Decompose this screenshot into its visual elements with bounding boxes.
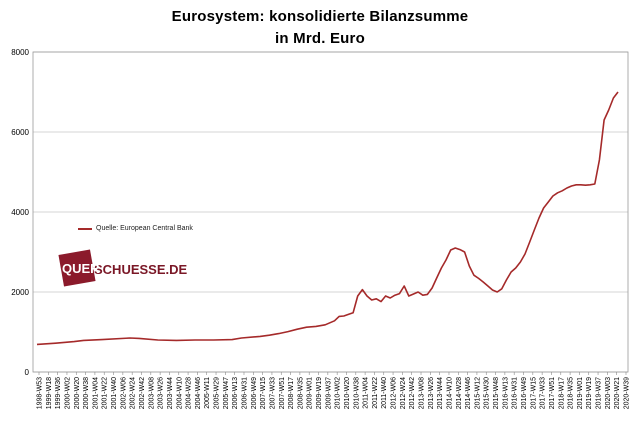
x-tick-label: 2020-W39: [624, 377, 631, 409]
axes: [32, 51, 629, 373]
x-tick-label: 2005-W11: [204, 377, 211, 409]
x-tick-label: 1999-W36: [55, 377, 62, 409]
x-tick-label: 2005-W47: [223, 377, 230, 409]
x-tick-label: 2006-W49: [251, 377, 258, 409]
x-tick-label: 2000-W38: [83, 377, 90, 409]
x-tick-label: 2011-W04: [363, 377, 370, 409]
x-tick-label: 2012-W06: [391, 377, 398, 409]
x-tick-label: 2008-W17: [288, 377, 295, 409]
x-tick-label: 2015-W48: [493, 377, 500, 409]
y-tick-labels: 0 2000 4000 6000 8000: [11, 48, 29, 377]
x-tick-label: 2014-W28: [456, 377, 463, 409]
x-tick-label: 2010-W20: [344, 377, 351, 409]
x-tick-label: 2005-W29: [214, 377, 221, 409]
y-tick-label: 8000: [11, 48, 29, 57]
plot-frame: [32, 51, 629, 373]
x-tick-label: 2007-W51: [279, 377, 286, 409]
x-tick-label: 2008-W35: [297, 377, 304, 409]
x-tick-label: 2001-W40: [111, 377, 118, 409]
y-tick-label: 2000: [11, 288, 29, 297]
x-tick-label: 2017-W33: [540, 377, 547, 409]
x-tick-label: 2010-W38: [353, 377, 360, 409]
y-tick-label: 4000: [11, 208, 29, 217]
x-tick-label: 2019-W37: [596, 377, 603, 409]
chart-title: Eurosystem: konsolidierte Bilanzsumme: [171, 8, 469, 25]
x-tick-label: 2019-W19: [586, 377, 593, 409]
x-tick-label: 2009-W37: [325, 377, 332, 409]
watermark-suffix: SCHUESSE.DE: [94, 261, 188, 277]
x-tick-label: 2018-W35: [568, 377, 575, 409]
x-tick-label: 2012-W42: [409, 377, 416, 409]
legend-swatch: [78, 227, 92, 230]
x-tick-label: 2009-W19: [316, 377, 323, 409]
x-tick-label: 2004-W46: [195, 377, 202, 409]
x-tick-label: 2000-W02: [64, 377, 71, 409]
x-tick-label: 2014-W10: [446, 377, 453, 409]
x-tick-label: 2002-W42: [139, 377, 146, 409]
x-tick-label: 2004-W28: [186, 377, 193, 409]
x-tick-label: 2004-W10: [176, 377, 183, 409]
x-tick-label: 2013-W44: [437, 377, 444, 409]
x-tick-label: 2015-W12: [474, 377, 481, 409]
legend: Quelle: European Central Bank: [78, 225, 193, 232]
x-tick-label: 2020-W03: [605, 377, 612, 409]
x-tick-label: 2006-W31: [241, 377, 248, 409]
x-tick-label: 2014-W46: [465, 377, 472, 409]
series-line: [36, 91, 619, 346]
x-tick-label: 2017-W51: [549, 377, 556, 409]
x-tick-label: 2001-W22: [102, 377, 109, 409]
chart-subtitle: in Mrd. Euro: [275, 30, 365, 47]
x-tick-label: 2007-W15: [260, 377, 267, 409]
x-tick-label: 2011-W40: [381, 377, 388, 409]
x-tick-label: 2016-W13: [502, 377, 509, 409]
x-tick-label: 2016-W31: [512, 377, 519, 409]
x-tick-label: 2016-W49: [521, 377, 528, 409]
x-tick-label: 2002-W24: [130, 377, 137, 409]
x-tick-label: 2009-W01: [307, 377, 314, 409]
x-tick-label: 2003-W44: [167, 377, 174, 409]
x-tick-label: 2000-W20: [74, 377, 81, 409]
y-tick-label: 0: [25, 368, 30, 377]
y-tick-label: 6000: [11, 128, 29, 137]
x-tick-label: 2010-W02: [335, 377, 342, 409]
x-tick-label: 2015-W30: [484, 377, 491, 409]
watermark-logo: QUER SCHUESSE.DE: [60, 250, 187, 288]
x-tick-label: 2003-W08: [148, 377, 155, 409]
x-tick-label: 1999-W18: [46, 377, 53, 409]
x-tick-label: 2001-W04: [92, 377, 99, 409]
watermark-prefix: QUER: [62, 261, 100, 276]
x-tick-label: 2013-W08: [419, 377, 426, 409]
x-tick-label: 2012-W24: [400, 377, 407, 409]
legend-label: Quelle: European Central Bank: [96, 225, 193, 232]
x-tick-label: 2019-W01: [577, 377, 584, 409]
x-tick-label: 2002-W06: [120, 377, 127, 409]
gridlines: [33, 51, 628, 373]
watermark-box: QUER: [60, 250, 100, 288]
x-tick-label: 2020-W21: [614, 377, 621, 409]
x-tick-label: 2017-W15: [530, 377, 537, 409]
x-tick-label: 1998-W53: [37, 377, 44, 409]
x-tick-label: 2003-W26: [158, 377, 165, 409]
x-tick-label: 2018-W17: [558, 377, 565, 409]
x-tick-label: 2011-W22: [372, 377, 379, 409]
x-tick-label: 2013-W26: [428, 377, 435, 409]
x-tick-label: 2006-W13: [232, 377, 239, 409]
x-tick-label: 2007-W33: [269, 377, 276, 409]
x-tick-labels: 1998-W53 1999-W18 1999-W36 2000-W02 2000-W20…: [37, 372, 631, 409]
series-lines: [36, 91, 619, 346]
